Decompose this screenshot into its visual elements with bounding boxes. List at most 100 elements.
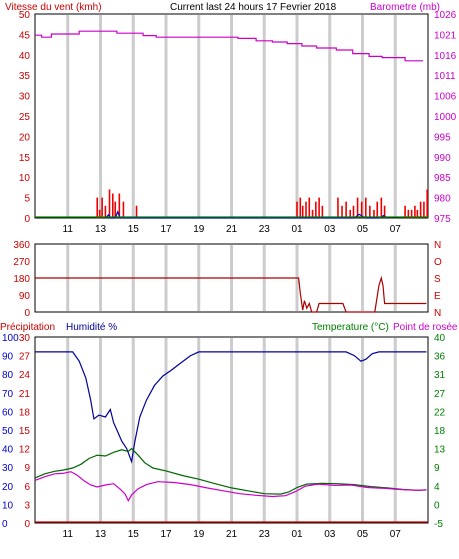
baro-tick-label: 975 — [434, 214, 451, 225]
baro-tick-label: 1006 — [434, 92, 457, 103]
temperature-tick-label: 36 — [434, 352, 446, 363]
temperature-tick-label: 40 — [434, 333, 446, 344]
temperature-tick-label: -5 — [434, 519, 443, 530]
humidity-tick-label: 30 — [2, 463, 14, 474]
time-tick-label: 07 — [390, 529, 402, 540]
temperature-tick-label: 31 — [434, 370, 446, 381]
time-tick-label: 17 — [160, 529, 172, 540]
precip-tick-label: 0 — [24, 519, 30, 530]
temperature-line — [34, 447, 427, 495]
precip-tick-label: 15 — [19, 426, 31, 437]
wind-tick-label: 50 — [19, 10, 31, 21]
temperature-tick-label: 22 — [434, 407, 446, 418]
baro-tick-label: 1021 — [434, 30, 457, 41]
humidity-tick-label: 50 — [2, 426, 14, 437]
baro-axis-title: Barometre (mb) — [370, 2, 440, 13]
chart-title: Current last 24 hours 17 Fevrier 2018 — [170, 2, 337, 13]
baro-tick-label: 985 — [434, 173, 451, 184]
precip-tick-label: 24 — [19, 370, 31, 381]
wind-tick-label: 5 — [24, 194, 30, 205]
cardinal-tick-label: O — [434, 257, 442, 268]
wind-tick-label: 45 — [19, 30, 31, 41]
humidity-tick-label: 80 — [2, 370, 14, 381]
humidity-tick-label: 10 — [2, 500, 14, 511]
humidity-tick-label: 90 — [2, 352, 14, 363]
time-tick-label: 07 — [390, 224, 402, 235]
wind-tick-label: 15 — [19, 153, 31, 164]
humidity-tick-label: 60 — [2, 407, 14, 418]
temperature-tick-label: 13 — [434, 445, 446, 456]
precip-axis-title: Précipitation — [0, 322, 55, 333]
temperature-tick-label: 0 — [434, 500, 440, 511]
humidity-line — [35, 351, 427, 464]
cardinal-tick-label: N — [434, 240, 441, 251]
wind-tick-label: 20 — [19, 132, 31, 143]
precip-tick-label: 9 — [24, 463, 30, 474]
wind-tick-label: 0 — [24, 214, 30, 225]
direction-tick-label: 270 — [13, 257, 30, 268]
barometer-line — [35, 30, 424, 62]
wind-axis-title: Vitesse du vent (kmh) — [5, 2, 102, 13]
cardinal-tick-label: N — [434, 308, 441, 319]
time-tick-label: 19 — [193, 224, 205, 235]
time-tick-label: 11 — [63, 224, 74, 235]
precip-tick-label: 12 — [19, 445, 31, 456]
humidity-tick-label: 70 — [2, 389, 14, 400]
baro-tick-label: 990 — [434, 153, 451, 164]
wind-tick-label: 35 — [19, 71, 31, 82]
precip-tick-label: 30 — [19, 333, 31, 344]
cardinal-tick-label: S — [434, 274, 441, 285]
time-tick-label: 13 — [95, 529, 107, 540]
time-tick-label: 23 — [259, 224, 271, 235]
baro-tick-label: 980 — [434, 194, 451, 205]
time-tick-label: 13 — [95, 224, 107, 235]
time-tick-label: 17 — [160, 224, 172, 235]
direction-tick-label: 360 — [13, 240, 30, 251]
chart-layer: 0510152025303540455097598098599099510001… — [2, 10, 457, 540]
dewpoint-line — [34, 471, 427, 502]
temperature-tick-label: 9 — [434, 463, 440, 474]
temperature-tick-label: 18 — [434, 426, 446, 437]
cardinal-tick-label: E — [434, 291, 441, 302]
time-tick-label: 05 — [357, 529, 369, 540]
baro-tick-label: 1000 — [434, 112, 457, 123]
wind-direction-line — [35, 275, 427, 313]
humidity-tick-label: 0 — [2, 519, 8, 530]
time-tick-label: 15 — [128, 529, 140, 540]
wind-tick-label: 40 — [19, 51, 31, 62]
time-tick-label: 21 — [226, 529, 238, 540]
baro-tick-label: 1011 — [434, 71, 456, 82]
time-tick-label: 15 — [128, 224, 140, 235]
precip-tick-label: 3 — [24, 500, 30, 511]
time-tick-label: 19 — [193, 529, 205, 540]
direction-tick-label: 180 — [13, 274, 30, 285]
temperature-tick-label: 4 — [434, 482, 440, 493]
wind-average-line — [104, 210, 388, 219]
plot-frame — [34, 336, 429, 524]
baro-tick-label: 1016 — [434, 51, 457, 62]
direction-tick-label: 90 — [19, 291, 31, 302]
humidity-tick-label: 40 — [2, 445, 14, 456]
time-tick-label: 01 — [291, 224, 303, 235]
baro-tick-label: 1026 — [434, 10, 457, 21]
time-tick-label: 11 — [63, 529, 74, 540]
temperature-axis-title: Temperature (°C) — [312, 322, 389, 333]
time-tick-label: 23 — [259, 529, 271, 540]
dewpoint-axis-title: Point de rosée (°C) — [393, 322, 459, 333]
precip-tick-label: 6 — [24, 482, 30, 493]
precip-tick-label: 18 — [19, 407, 31, 418]
wind-tick-label: 30 — [19, 92, 31, 103]
time-tick-label: 21 — [226, 224, 238, 235]
precip-tick-label: 27 — [19, 352, 31, 363]
wind-tick-label: 25 — [19, 112, 31, 123]
precip-tick-label: 21 — [19, 389, 31, 400]
time-tick-label: 03 — [324, 529, 336, 540]
humidity-tick-label: 20 — [2, 482, 14, 493]
time-tick-label: 05 — [357, 224, 369, 235]
direction-tick-label: 0 — [24, 308, 30, 319]
time-tick-label: 03 — [324, 224, 336, 235]
humidity-axis-title: Humidité % — [66, 322, 117, 333]
humidity-tick-label: 100 — [2, 333, 19, 344]
